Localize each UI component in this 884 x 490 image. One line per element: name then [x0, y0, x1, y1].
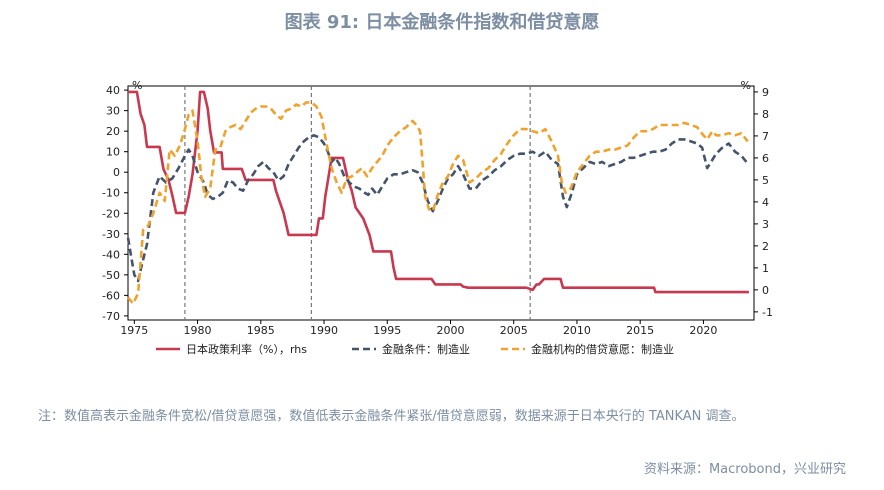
left-tick-label: 10	[106, 146, 120, 159]
x-tick-label: 2015	[626, 324, 654, 337]
right-tick-label: 8	[762, 108, 769, 121]
plot-border	[127, 85, 755, 321]
right-tick-label: 6	[762, 152, 769, 165]
x-tick-label: 2010	[563, 324, 591, 337]
right-tick-label: 7	[762, 130, 769, 143]
right-axis-unit: %	[741, 79, 751, 92]
chart-title: 图表 91: 日本金融条件指数和借贷意愿	[284, 12, 600, 33]
right-tick-label: 4	[762, 196, 769, 209]
x-tick-label: 1990	[310, 324, 338, 337]
source-note: 资料来源：Macrobond，兴业研究	[643, 462, 846, 477]
legend-label: 日本政策利率（%），rhs	[186, 342, 307, 356]
x-tick-label: 1995	[373, 324, 401, 337]
x-tick-label: 1975	[120, 324, 148, 337]
left-axis-unit: %	[132, 79, 142, 92]
plot-frame	[127, 85, 755, 321]
right-tick-label: 9	[762, 86, 769, 99]
right-tick-label: 1	[762, 262, 769, 275]
event-lines	[184, 86, 531, 320]
left-tick-label: 40	[106, 84, 120, 97]
left-tick-label: 0	[113, 166, 120, 179]
series-line-1	[128, 90, 749, 294]
x-tick-label: 1980	[184, 324, 212, 337]
footnote: 注：数值高表示金融条件宽松/借贷意愿强，数值低表示金融条件紧张/借贷意愿弱，数据…	[38, 409, 745, 424]
left-tick-label: -40	[102, 248, 120, 261]
left-tick-label: -60	[102, 289, 120, 302]
left-tick-label: -10	[102, 187, 120, 200]
left-tick-label: -50	[102, 269, 120, 282]
x-tick-label: 2000	[436, 324, 464, 337]
series-line-2	[126, 134, 748, 283]
right-tick-label: 0	[762, 284, 769, 297]
right-tick-label: 2	[762, 240, 769, 253]
legend: 日本政策利率（%），rhs 金融条件：制造业 金融机构的借贷意愿：制造业	[156, 342, 674, 356]
x-tick-label: 1985	[247, 324, 275, 337]
left-tick-label: -30	[102, 228, 120, 241]
axes: 403020100-10-20-30-40-50-60-709876543210…	[102, 79, 773, 337]
left-tick-label: -70	[102, 310, 120, 323]
legend-label: 金融条件：制造业	[382, 342, 470, 356]
series-lines	[126, 90, 749, 305]
left-tick-label: -20	[102, 207, 120, 220]
left-tick-label: 20	[106, 125, 120, 138]
right-tick-label: -1	[762, 306, 773, 319]
right-tick-label: 3	[762, 218, 769, 231]
x-tick-label: 2005	[500, 324, 528, 337]
left-tick-label: 30	[106, 105, 120, 118]
x-tick-label: 2020	[689, 324, 717, 337]
legend-label: 金融机构的借贷意愿：制造业	[531, 342, 674, 356]
right-tick-label: 5	[762, 174, 769, 187]
series-line-3	[126, 101, 749, 305]
